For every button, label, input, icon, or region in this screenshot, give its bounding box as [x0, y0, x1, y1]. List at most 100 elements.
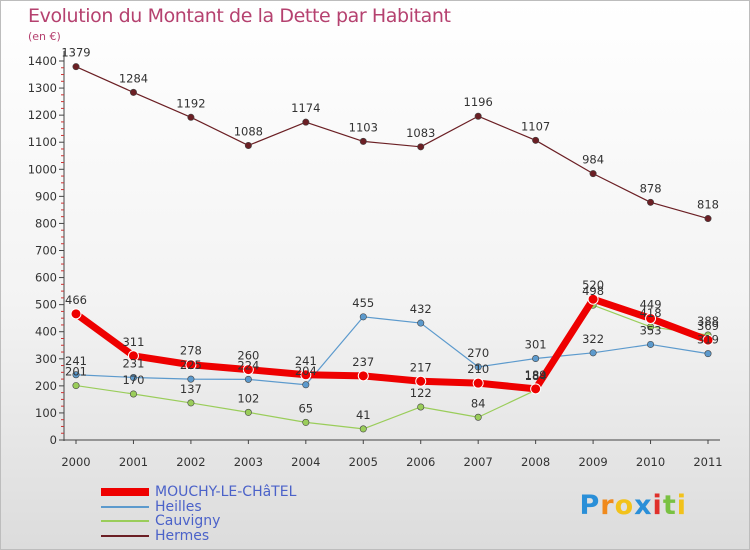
data-point-mouchy-le-ch-tel	[300, 369, 312, 381]
unit-label: (en €)	[28, 30, 61, 43]
chart-title: Evolution du Montant de la Dette par Hab…	[28, 5, 451, 27]
y-tick-label: 700	[35, 244, 57, 258]
data-point-cauvigny	[417, 403, 425, 411]
data-label-hermes: 1083	[406, 126, 435, 140]
data-point-cauvigny	[72, 382, 80, 390]
data-label-mouchy-le-ch-tel: 278	[180, 344, 202, 358]
data-label-heilles: 322	[582, 332, 604, 346]
data-label-heilles: 224	[237, 358, 259, 372]
x-tick-label: 2010	[636, 455, 665, 469]
data-point-hermes	[532, 136, 540, 144]
data-point-heilles	[129, 373, 137, 381]
data-label-cauvigny: 84	[471, 396, 486, 410]
data-label-mouchy-le-ch-tel: 520	[582, 278, 604, 292]
data-point-mouchy-le-ch-tel	[127, 350, 139, 362]
x-tick-label: 2004	[291, 455, 320, 469]
proxiti-logo: Proxiti	[579, 490, 687, 521]
data-label-mouchy-le-ch-tel: 369	[697, 319, 719, 333]
data-label-heilles: 204	[295, 364, 317, 378]
legend-label: Hermes	[155, 527, 210, 544]
data-label-cauvigny: 201	[65, 365, 87, 379]
data-label-hermes: 1174	[291, 101, 320, 115]
legend-swatch	[101, 534, 149, 537]
data-label-cauvigny: 418	[640, 306, 662, 320]
data-label-cauvigny: 170	[122, 373, 144, 387]
legend-item-mouchy-le-ch-tel: MOUCHY-LE-CHâTEL	[101, 485, 361, 500]
x-tick-label: 2003	[234, 455, 263, 469]
y-tick-label: 100	[35, 406, 57, 420]
data-point-mouchy-le-ch-tel	[530, 383, 542, 395]
data-point-mouchy-le-ch-tel	[70, 308, 82, 320]
data-label-hermes: 1196	[464, 95, 493, 109]
data-point-heilles	[359, 313, 367, 321]
y-tick-label: 800	[35, 216, 57, 230]
data-point-hermes	[589, 170, 597, 178]
data-labels-layer: 1379 1284 1192 1088 1174 1103 1083 1196 1107 984 8…	[61, 46, 719, 422]
y-tick-label: 500	[35, 298, 57, 312]
data-label-heilles: 270	[467, 346, 489, 360]
data-point-mouchy-le-ch-tel	[415, 375, 427, 387]
data-label-hermes: 878	[640, 181, 662, 195]
data-label-hermes: 1103	[349, 120, 378, 134]
data-label-heilles: 432	[410, 302, 432, 316]
data-label-cauvigny: 122	[410, 386, 432, 400]
y-tick-label: 1400	[28, 54, 57, 68]
data-label-heilles: 241	[65, 354, 87, 368]
data-point-heilles	[72, 371, 80, 379]
data-label-heilles: 455	[352, 296, 374, 310]
logo-letter: P	[579, 490, 601, 521]
y-tick-label: 1300	[28, 81, 57, 95]
x-tick-label: 2002	[176, 455, 205, 469]
legend-item-cauvigny: Cauvigny	[101, 514, 361, 529]
series-line-cauvigny	[75, 304, 709, 430]
data-point-cauvigny	[474, 413, 482, 421]
legend-label: Cauvigny	[155, 513, 221, 529]
data-label-cauvigny: 498	[582, 284, 604, 298]
legend: MOUCHY-LE-CHâTEL Heilles Cauvigny Hermes	[101, 485, 361, 543]
data-label-hermes: 1379	[61, 46, 90, 60]
data-label-cauvigny: 41	[356, 408, 371, 422]
logo-letter: o	[614, 490, 635, 521]
data-point-cauvigny	[187, 399, 195, 407]
data-point-mouchy-le-ch-tel	[472, 377, 484, 389]
data-label-mouchy-le-ch-tel: 466	[65, 293, 87, 307]
data-label-cauvigny: 102	[237, 391, 259, 405]
data-point-hermes	[474, 112, 482, 120]
axes: 0 100 200 300 400 500 600 700 800 900 1000 1100 1200…	[28, 51, 723, 469]
data-label-mouchy-le-ch-tel: 210	[467, 362, 489, 376]
data-label-mouchy-le-ch-tel: 260	[237, 349, 259, 363]
data-point-hermes	[417, 143, 425, 151]
data-label-heilles: 353	[640, 323, 662, 337]
data-point-hermes	[187, 113, 195, 121]
data-label-mouchy-le-ch-tel: 241	[295, 354, 317, 368]
x-tick-label: 2011	[693, 455, 722, 469]
y-tick-label: 200	[35, 379, 57, 393]
data-point-mouchy-le-ch-tel	[702, 334, 714, 346]
data-point-heilles	[474, 363, 482, 371]
y-tick-label: 1100	[28, 135, 57, 149]
data-point-hermes	[359, 137, 367, 145]
data-label-mouchy-le-ch-tel: 449	[640, 297, 662, 311]
x-tick-label: 2007	[464, 455, 493, 469]
data-label-heilles: 231	[122, 356, 144, 370]
legend-label: Heilles	[155, 498, 202, 515]
data-point-heilles	[647, 340, 655, 348]
data-point-hermes	[647, 198, 655, 206]
x-tick-label: 2009	[578, 455, 607, 469]
data-point-heilles	[244, 375, 252, 383]
y-tick-label: 1000	[28, 162, 57, 176]
logo-letter: r	[600, 490, 615, 521]
data-point-heilles	[704, 350, 712, 358]
y-tick-label: 400	[35, 325, 57, 339]
x-tick-label: 2005	[349, 455, 378, 469]
data-label-hermes: 1107	[521, 119, 550, 133]
data-label-cauvigny: 388	[697, 314, 719, 328]
logo-letter: t	[662, 490, 677, 521]
data-point-hermes	[704, 215, 712, 223]
legend-swatch	[101, 520, 149, 522]
y-tick-label: 600	[35, 271, 57, 285]
y-tick-label: 300	[35, 352, 57, 366]
data-label-cauvigny: 137	[180, 382, 202, 396]
